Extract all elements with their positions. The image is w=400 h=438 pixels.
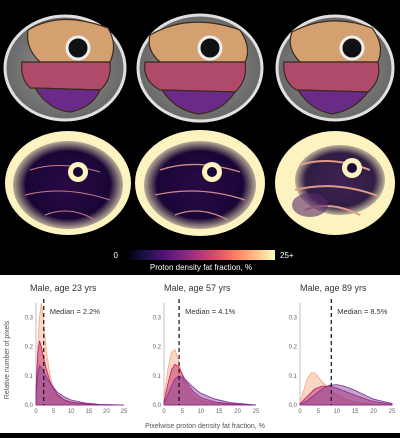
x-tick-label: 10	[333, 409, 340, 415]
density-series-3	[163, 375, 257, 406]
subject-3-label: Male, age 89 yrs	[300, 283, 367, 293]
pdff-map-1	[5, 131, 131, 235]
x-tick-label: 20	[370, 409, 377, 415]
mri-slice-2	[136, 13, 264, 123]
subject-2-label: Male, age 57 yrs	[164, 283, 231, 293]
mri-images: 0 25+ Proton density fat fraction, %	[3, 13, 395, 272]
x-tick-label: 25	[389, 409, 396, 415]
colorbar: 0 25+ Proton density fat fraction, %	[114, 250, 294, 272]
x-tick-label: 5	[317, 409, 321, 415]
median-label: Median = 8.5%	[337, 307, 388, 316]
y-axis-title: Relative number of pixels	[4, 320, 11, 399]
colorbar-min-label: 0	[114, 251, 119, 260]
y-tick-label: 0.1	[25, 374, 34, 380]
colorbar-gradient	[127, 250, 275, 260]
y-tick-label: 0.0	[289, 403, 298, 409]
x-tick-label: 20	[103, 409, 110, 415]
y-tick-label: 0.1	[153, 374, 162, 380]
x-tick-label: 0	[162, 409, 166, 415]
y-tick-label: 0.2	[153, 345, 162, 351]
y-tick-label: 0.2	[289, 345, 298, 351]
x-tick-label: 25	[253, 409, 260, 415]
x-tick-label: 0	[298, 409, 302, 415]
x-tick-label: 20	[234, 409, 241, 415]
density-series-2	[163, 363, 257, 406]
histogram-1: 0.0 0.1 0.2 0.3 0 5 10 15 20 25 Median = 2.2%	[25, 299, 128, 415]
x-tick-label: 10	[68, 409, 75, 415]
y-tick-label: 0.2	[25, 345, 34, 351]
y-tick-label: 0.3	[289, 316, 298, 322]
x-tick-label: 15	[85, 409, 92, 415]
x-tick-label: 5	[52, 409, 56, 415]
density-series-3	[35, 365, 125, 406]
y-tick-label: 0.0	[153, 403, 162, 409]
histogram-3: 0.0 0.1 0.2 0.3 0 5 10 15 20 25 Median = 8.5%	[289, 299, 396, 415]
x-tick-label: 15	[216, 409, 223, 415]
y-tick-label: 0.0	[25, 403, 34, 409]
histogram-2: 0.0 0.1 0.2 0.3 0 5 10 15 20 25 Median = 4.1%	[153, 299, 260, 415]
median-label: Median = 4.1%	[185, 307, 236, 316]
mri-slice-3	[275, 14, 395, 122]
median-label: Median = 2.2%	[50, 307, 101, 316]
x-tick-label: 0	[34, 409, 38, 415]
mri-slice-1	[3, 14, 127, 122]
x-tick-label: 5	[181, 409, 185, 415]
x-tick-label: 25	[121, 409, 128, 415]
subject-1-label: Male, age 23 yrs	[30, 283, 97, 293]
x-tick-label: 15	[352, 409, 359, 415]
y-tick-label: 0.3	[25, 316, 34, 322]
colorbar-max-label: 25+	[280, 251, 294, 260]
y-tick-label: 0.3	[153, 316, 162, 322]
density-series-3	[299, 384, 393, 406]
colorbar-title: Proton density fat fraction, %	[150, 263, 252, 272]
y-tick-label: 0.1	[289, 374, 298, 380]
density-series-1	[163, 348, 257, 406]
pdff-map-3	[275, 131, 395, 235]
mri-panel: 0 25+ Proton density fat fraction, %	[3, 13, 395, 272]
histogram-panel: Male, age 23 yrs Male, age 57 yrs Male, …	[0, 275, 400, 433]
histogram-charts: Male, age 23 yrs Male, age 57 yrs Male, …	[4, 283, 396, 430]
pdff-map-2	[135, 130, 265, 236]
density-series-1	[299, 372, 393, 406]
density-series-2	[299, 385, 393, 406]
x-tick-label: 10	[197, 409, 204, 415]
x-axis-title: Pixelwise proton density fat fraction, %	[145, 423, 265, 430]
